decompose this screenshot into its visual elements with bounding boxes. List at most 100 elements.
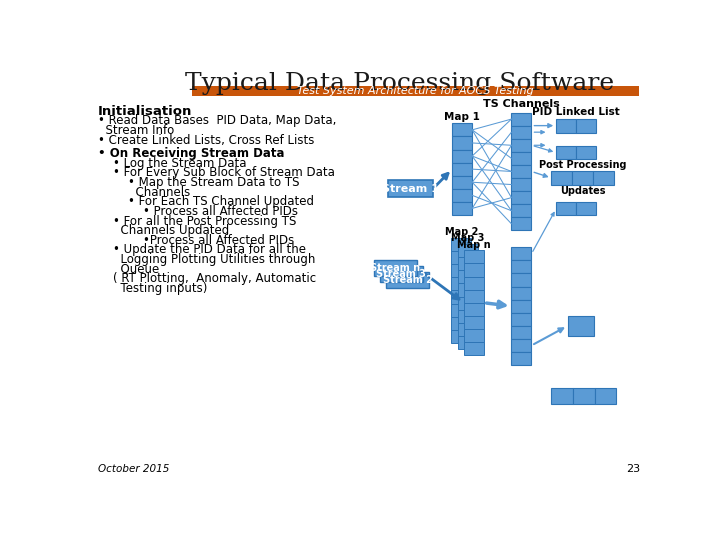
Bar [451,303,472,316]
Bar [386,272,429,288]
Bar [451,238,472,251]
Bar [452,163,472,176]
Text: • For Each TS Channel Updated: • For Each TS Channel Updated [98,195,314,208]
Text: Testing inputs): Testing inputs) [98,282,207,295]
Bar [457,284,477,296]
Bar [457,271,477,284]
Bar [464,316,484,329]
Text: October 2015: October 2015 [98,464,169,475]
Text: TS Channels: TS Channels [483,99,560,110]
Bar [511,217,531,231]
Text: Typical Data Processing Software: Typical Data Processing Software [185,72,614,95]
Bar [451,278,472,291]
Bar [457,244,477,257]
Text: ( RT Plotting,  Anomaly, Automatic: ( RT Plotting, Anomaly, Automatic [98,272,316,285]
Text: Queue: Queue [98,262,159,276]
Text: Stream 1: Stream 1 [382,184,439,194]
Text: • For Every Sub Block of Stream Data: • For Every Sub Block of Stream Data [98,166,335,179]
Bar [511,260,531,273]
Bar [595,388,616,403]
Text: Channels Updated: Channels Updated [98,224,229,237]
Bar [511,339,531,352]
Bar [464,289,484,303]
Bar [464,342,484,355]
Bar [452,176,472,189]
Text: • Process all Affected PIDs: • Process all Affected PIDs [98,205,298,218]
Text: Updates: Updates [560,186,606,195]
Bar [457,296,477,309]
Text: Test System Architecture for AOCS Testing: Test System Architecture for AOCS Testin… [297,86,534,96]
Bar [452,137,472,150]
Bar [593,171,614,185]
Bar [511,112,531,126]
Bar [457,336,477,349]
Bar [511,165,531,178]
Bar [457,323,477,336]
Bar [511,352,531,365]
Text: Channels: Channels [98,186,190,199]
Bar [374,260,417,276]
Bar [572,171,593,185]
Text: Logging Plotting Utilities through: Logging Plotting Utilities through [98,253,315,266]
Bar [464,329,484,342]
Bar [388,180,433,197]
Bar [452,123,472,137]
Bar [576,202,596,215]
Bar [452,202,472,215]
Bar [511,204,531,217]
Text: Stream 2: Stream 2 [382,275,433,285]
Text: Stream 3: Stream 3 [377,269,426,279]
Bar [451,264,472,278]
Bar [457,309,477,323]
Bar [552,171,572,185]
Bar [452,189,472,202]
Bar [511,247,531,260]
Bar [379,266,423,282]
Bar [567,316,594,336]
Bar [576,119,596,132]
Text: PID Linked List: PID Linked List [532,107,620,117]
Text: Post Processing: Post Processing [539,160,626,170]
Text: • Map the Stream Data to TS: • Map the Stream Data to TS [98,176,300,189]
Text: Stream Info: Stream Info [98,124,174,137]
Bar [511,300,531,313]
Bar [464,303,484,316]
Bar [576,146,596,159]
Text: Stream n: Stream n [370,262,420,273]
Bar [451,330,472,343]
Text: • Create Linked Lists, Cross Ref Lists: • Create Linked Lists, Cross Ref Lists [98,134,315,147]
Bar [511,326,531,339]
Bar [511,152,531,165]
Bar [511,313,531,326]
Text: Map 3: Map 3 [451,233,485,244]
Bar [451,291,472,303]
Text: • Update the PID Data for all the: • Update the PID Data for all the [98,244,306,256]
Bar [451,316,472,330]
Bar [556,202,576,215]
Text: • For all the Post Processing TS: • For all the Post Processing TS [98,214,297,227]
Bar [556,146,576,159]
Bar [552,388,573,403]
Bar [451,251,472,264]
Bar [511,178,531,191]
Bar [464,264,484,276]
Bar [192,85,639,96]
Text: Initialisation: Initialisation [98,105,192,118]
Bar [464,276,484,289]
Text: •Process all Affected PIDs: •Process all Affected PIDs [98,234,294,247]
Bar [511,126,531,139]
Bar [511,139,531,152]
Bar [511,287,531,300]
Bar [556,119,576,132]
Text: • On Receiving Stream Data: • On Receiving Stream Data [98,147,284,160]
Bar [452,150,472,163]
Bar [511,273,531,287]
Bar [511,191,531,204]
Text: Map 2: Map 2 [445,227,478,237]
Bar [457,257,477,271]
Text: • Log the Stream Data: • Log the Stream Data [98,157,246,170]
Text: • Read Data Bases  PID Data, Map Data,: • Read Data Bases PID Data, Map Data, [98,114,336,127]
Bar [573,388,595,403]
Text: Map n: Map n [457,240,490,249]
Text: 23: 23 [626,464,640,475]
